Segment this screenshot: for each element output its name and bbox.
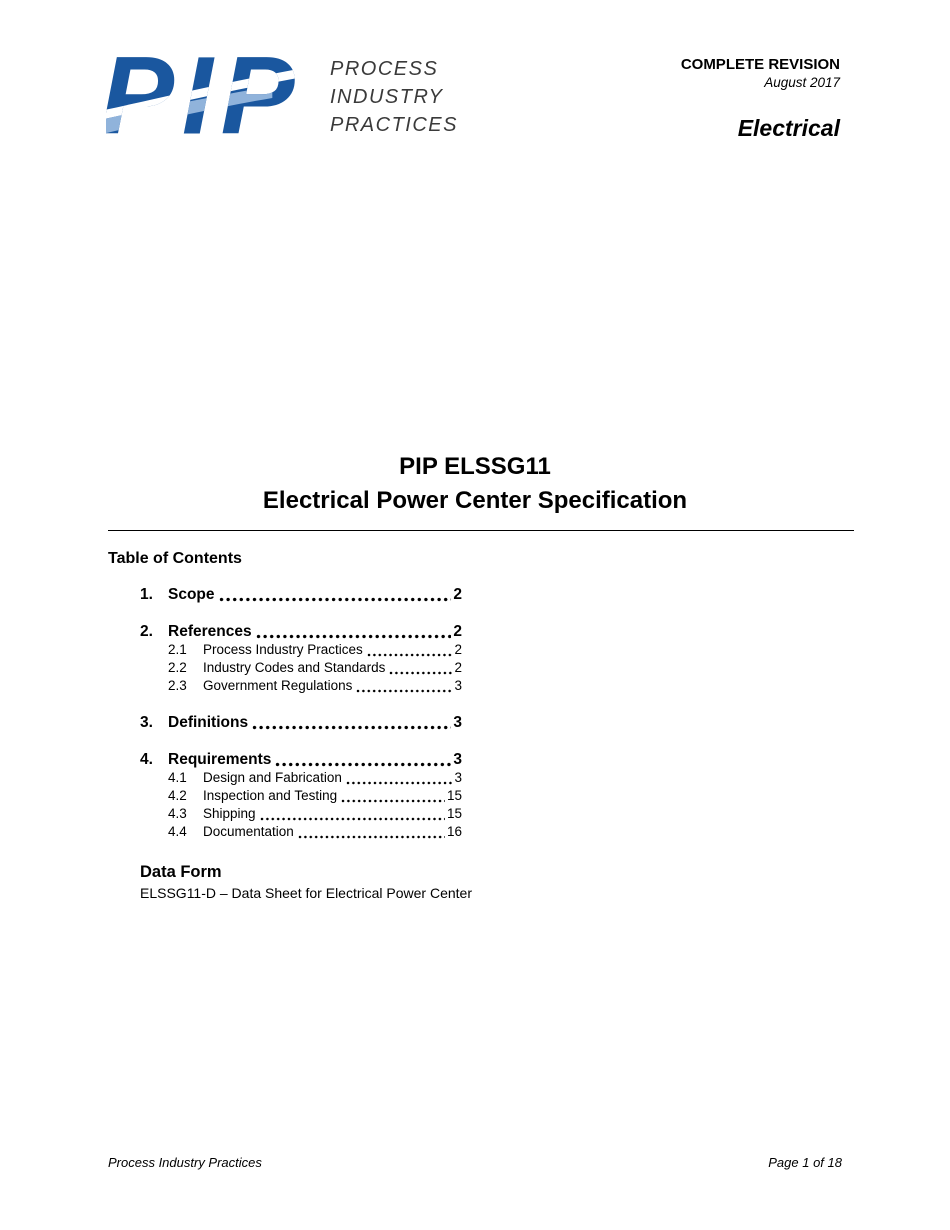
toc-entry-page: 3 xyxy=(453,714,462,731)
toc-entry-number: 4.2 xyxy=(168,788,187,803)
table-of-contents: 1. Scope 2 2. References 2 2.1 Process I… xyxy=(140,585,462,841)
toc-dot-leader xyxy=(341,799,445,803)
toc-entry-label: Scope xyxy=(168,586,215,603)
toc-entry-label: Design and Fabrication xyxy=(203,770,342,785)
toc-entry-page: 15 xyxy=(446,806,462,821)
toc-entry-page: 3 xyxy=(454,770,462,785)
footer-right: Page 1 of 18 xyxy=(768,1155,842,1170)
revision-date: August 2017 xyxy=(764,75,840,90)
toc-entry-page: 2 xyxy=(453,586,462,603)
revision-label: COMPLETE REVISION xyxy=(680,56,840,73)
toc-entry: 4.1 Design and Fabrication 3 xyxy=(168,769,462,787)
toc-entry-number: 4.3 xyxy=(168,806,187,821)
toc-entry-page: 3 xyxy=(453,751,462,768)
toc-entry: 4.4 Documentation 16 xyxy=(168,823,462,841)
toc-entry: 3. Definitions 3 xyxy=(140,713,462,732)
toc-entry-page: 2 xyxy=(454,660,462,675)
toc-entry: 4.3 Shipping 15 xyxy=(168,805,462,823)
toc-entry: 4. Requirements 3 xyxy=(140,750,462,769)
toc-entry-number: 2.2 xyxy=(168,660,187,675)
toc-dot-leader xyxy=(356,689,453,693)
logo-wordmark: PROCESS INDUSTRY PRACTICES xyxy=(330,55,458,139)
toc-entry: 4.2 Inspection and Testing 15 xyxy=(168,787,462,805)
footer-left: Process Industry Practices xyxy=(108,1155,262,1170)
toc-entry: 1. Scope 2 xyxy=(140,585,462,604)
toc-dot-leader xyxy=(345,781,453,785)
logo-swoosh-light-blue xyxy=(106,86,273,136)
toc-entry-number: 2.3 xyxy=(168,678,187,693)
toc-entry-number: 4. xyxy=(140,751,153,768)
data-form-heading: Data Form xyxy=(140,863,222,881)
toc-dot-leader xyxy=(275,762,452,767)
toc-dot-leader xyxy=(252,725,452,730)
toc-entry-number: 2.1 xyxy=(168,642,187,657)
toc-entry-label: Definitions xyxy=(168,714,249,731)
data-form-section: Data Form ELSSG11-D – Data Sheet for Ele… xyxy=(140,862,660,903)
title-block: PIP ELSSG11 Electrical Power Center Spec… xyxy=(0,450,950,518)
discipline-label: Electrical xyxy=(737,115,840,141)
toc-entry-number: 2. xyxy=(140,623,153,640)
toc-dot-leader xyxy=(259,817,445,821)
toc-dot-leader xyxy=(255,634,452,639)
toc-dot-leader xyxy=(297,835,445,839)
toc-dot-leader xyxy=(366,653,453,657)
toc-entry-label: Government Regulations xyxy=(203,678,353,693)
toc-entry-label: Shipping xyxy=(203,806,256,821)
toc-entry-page: 2 xyxy=(454,642,462,657)
doc-number: PIP ELSSG11 xyxy=(399,453,551,480)
toc-entry-label: Inspection and Testing xyxy=(203,788,338,803)
logo-wordmark-line: PROCESS xyxy=(330,58,439,80)
doc-title: Electrical Power Center Specification xyxy=(262,487,688,514)
toc-entry-page: 16 xyxy=(446,824,462,839)
data-form-entry: ELSSG11-D – Data Sheet for Electrical Po… xyxy=(140,885,473,901)
toc-entry-label: Industry Codes and Standards xyxy=(203,660,386,675)
logo-wordmark-line: PRACTICES xyxy=(330,114,458,136)
header-right: COMPLETE REVISION August 2017 Electrical xyxy=(681,56,840,142)
toc-entry-number: 3. xyxy=(140,714,153,731)
toc-entry: 2.2 Industry Codes and Standards 2 xyxy=(168,659,462,677)
toc-entry: 2.3 Government Regulations 3 xyxy=(168,677,462,695)
pip-logo: PIP PIP xyxy=(106,46,303,141)
toc-entry: 2.1 Process Industry Practices 2 xyxy=(168,641,462,659)
toc-entry-page: 15 xyxy=(446,788,462,803)
logo-wordmark-line: INDUSTRY xyxy=(330,86,444,108)
page-footer: Process Industry Practices Page 1 of 18 xyxy=(108,1155,842,1170)
toc-dot-leader xyxy=(218,597,452,602)
toc-entry-label: Requirements xyxy=(168,751,272,768)
toc-dot-leader xyxy=(389,671,453,675)
toc-entry-page: 2 xyxy=(453,623,462,640)
logo-swoosh-white xyxy=(106,66,303,121)
toc-entry-number: 4.1 xyxy=(168,770,187,785)
toc-entry-label: References xyxy=(168,623,252,640)
toc-entry-label: Process Industry Practices xyxy=(203,642,363,657)
toc-heading: Table of Contents xyxy=(108,550,242,567)
toc-entry-label: Documentation xyxy=(203,824,294,839)
toc-entry: 2. References 2 xyxy=(140,622,462,641)
divider-rule xyxy=(108,530,854,531)
toc-entry-number: 1. xyxy=(140,586,153,603)
toc-entry-number: 4.4 xyxy=(168,824,187,839)
toc-entry-page: 3 xyxy=(454,678,462,693)
